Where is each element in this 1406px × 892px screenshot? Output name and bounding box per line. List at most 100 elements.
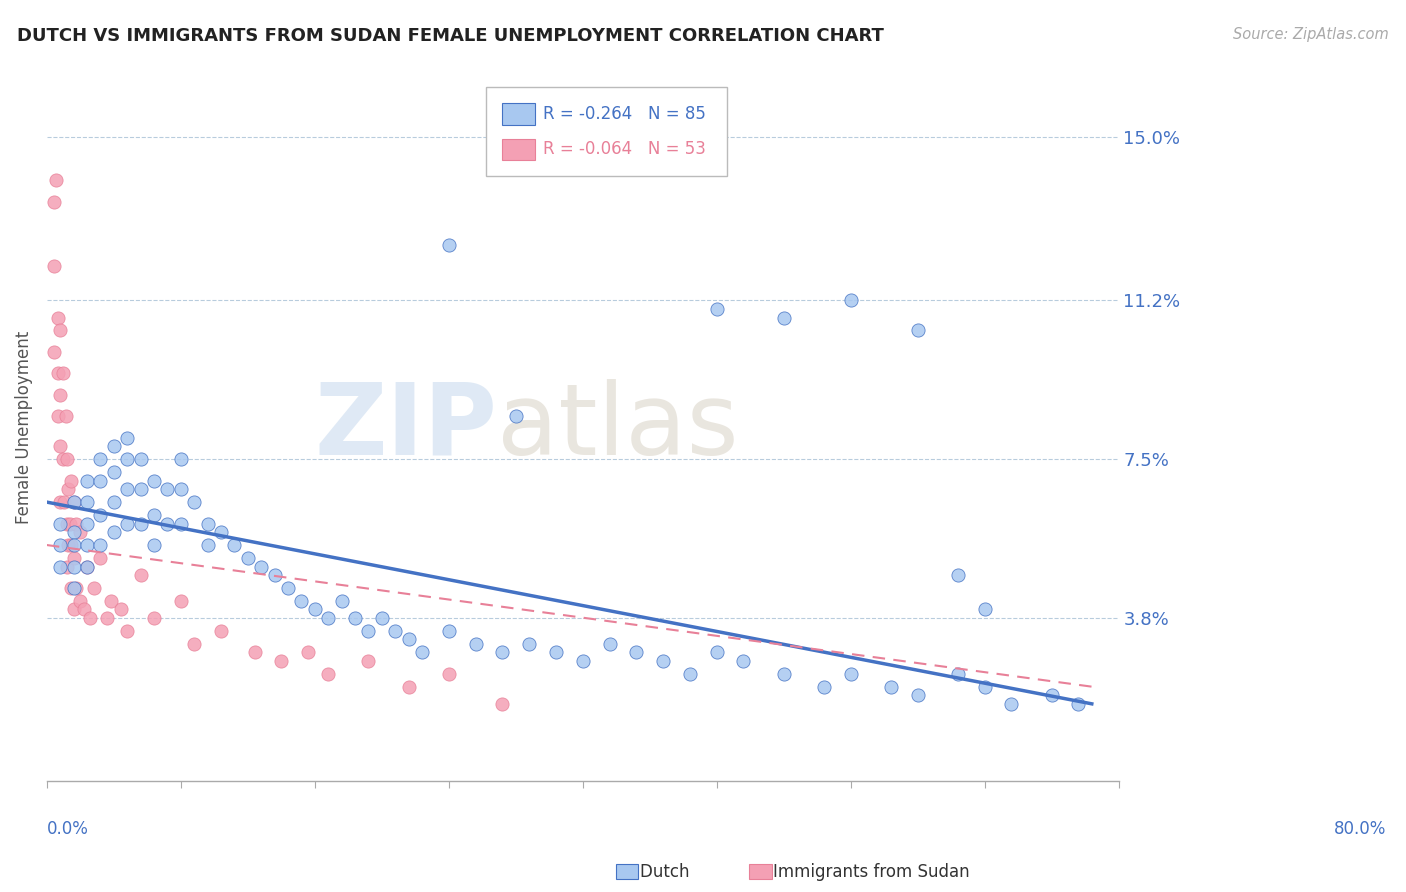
Point (76, 474, 98, 488)
Point (772, 666, 794, 681)
Point (437, 666, 460, 681)
Point (733, 654, 755, 668)
Point (170, 482, 193, 496)
Point (62, 495, 84, 509)
Point (143, 538, 166, 552)
Point (49, 495, 72, 509)
Point (973, 602, 995, 616)
Point (58, 482, 80, 496)
Point (243, 645, 266, 659)
Point (224, 538, 246, 552)
Point (76, 516, 98, 531)
Point (59, 516, 82, 531)
Point (83, 581, 105, 595)
Point (46, 310, 69, 325)
Point (209, 624, 232, 638)
Point (89, 474, 111, 488)
Point (49, 516, 72, 531)
Point (42, 259, 65, 273)
Point (371, 611, 394, 625)
Point (907, 688, 929, 702)
Point (129, 568, 152, 582)
Point (706, 301, 728, 316)
Bar (749, 863, 772, 880)
Point (1040, 688, 1063, 702)
Point (170, 452, 193, 467)
Point (197, 516, 219, 531)
Point (143, 611, 166, 625)
Point (880, 680, 903, 694)
Point (46, 367, 69, 381)
Y-axis label: Female Unemployment: Female Unemployment (15, 330, 32, 524)
Point (76, 559, 98, 574)
Point (62, 495, 84, 509)
Point (69, 594, 91, 608)
Point (946, 568, 969, 582)
Point (58, 538, 80, 552)
Point (65, 581, 87, 595)
Point (571, 654, 593, 668)
Point (79, 611, 101, 625)
Point (197, 538, 219, 552)
Point (156, 482, 179, 496)
Point (277, 581, 299, 595)
Point (813, 680, 835, 694)
Point (117, 624, 139, 638)
Point (89, 452, 111, 467)
Point (357, 654, 380, 668)
Point (143, 508, 166, 522)
Point (49, 559, 72, 574)
Text: 80.0%: 80.0% (1334, 820, 1386, 838)
Point (62, 581, 84, 595)
Point (76, 559, 98, 574)
Point (316, 666, 339, 681)
Point (183, 637, 205, 651)
Point (89, 550, 111, 565)
Point (170, 594, 193, 608)
Point (49, 538, 72, 552)
Point (250, 559, 273, 574)
Text: Source: ZipAtlas.com: Source: ZipAtlas.com (1233, 27, 1389, 42)
Bar (616, 863, 638, 880)
Point (89, 508, 111, 522)
Point (297, 645, 319, 659)
Point (491, 697, 513, 711)
Point (599, 637, 621, 651)
Point (183, 495, 205, 509)
FancyBboxPatch shape (502, 103, 534, 125)
Point (55, 409, 77, 424)
FancyBboxPatch shape (502, 139, 534, 160)
Point (103, 465, 125, 479)
Point (42, 345, 65, 359)
Point (398, 632, 420, 647)
Text: DUTCH VS IMMIGRANTS FROM SUDAN FEMALE UNEMPLOYMENT CORRELATION CHART: DUTCH VS IMMIGRANTS FROM SUDAN FEMALE UN… (17, 27, 884, 45)
Point (437, 624, 460, 638)
Point (52, 367, 75, 381)
Point (304, 602, 326, 616)
Point (62, 602, 84, 616)
Point (89, 538, 111, 552)
Text: 0.0%: 0.0% (46, 820, 89, 838)
Text: Immigrants from Sudan: Immigrants from Sudan (752, 863, 970, 881)
Text: R = -0.264   N = 85: R = -0.264 N = 85 (543, 105, 706, 123)
Point (839, 666, 862, 681)
Point (129, 452, 152, 467)
Point (706, 645, 728, 659)
Point (42, 194, 65, 209)
Point (263, 568, 285, 582)
Text: Dutch: Dutch (619, 863, 689, 881)
Point (59, 581, 82, 595)
Point (143, 474, 166, 488)
Point (59, 538, 82, 552)
Point (110, 602, 132, 616)
Point (59, 474, 82, 488)
Point (411, 645, 433, 659)
Point (56, 559, 79, 574)
Point (65, 516, 87, 531)
Point (69, 525, 91, 540)
Point (626, 645, 648, 659)
Point (49, 323, 72, 337)
Point (1000, 697, 1022, 711)
Point (52, 452, 75, 467)
Point (398, 680, 420, 694)
